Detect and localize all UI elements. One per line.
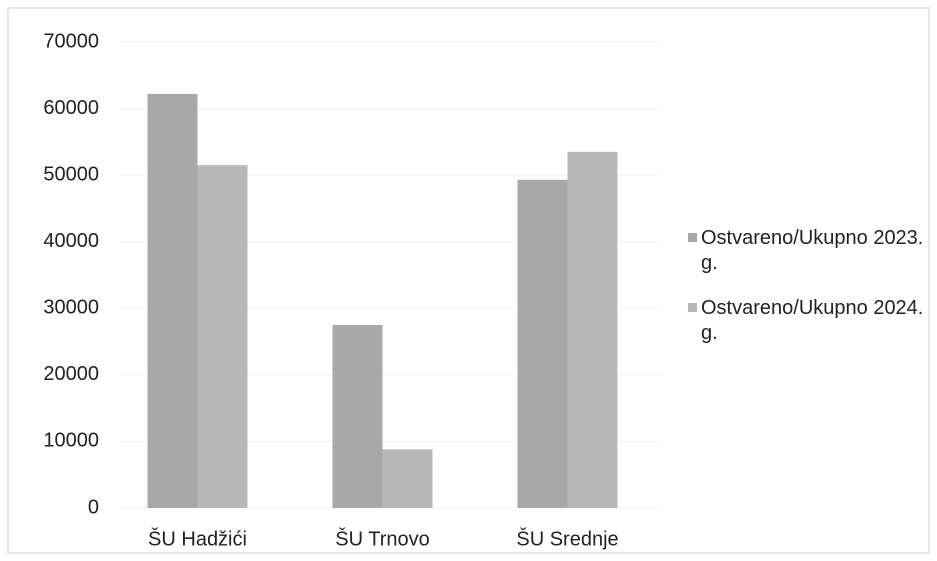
legend-swatch bbox=[688, 303, 697, 312]
y-tick-label: 20000 bbox=[43, 363, 99, 385]
legend-item: Ostvareno/Ukupno 2023. g. bbox=[688, 226, 933, 276]
legend-item: Ostvareno/Ukupno 2024. g. bbox=[688, 296, 933, 346]
bar bbox=[147, 93, 198, 508]
x-tick-label: ŠU Srednje bbox=[516, 527, 618, 550]
bar bbox=[332, 324, 383, 508]
y-tick-label: 50000 bbox=[43, 163, 99, 185]
legend-label: Ostvareno/Ukupno 2023. g. bbox=[701, 227, 924, 274]
y-tick-label: 10000 bbox=[43, 430, 99, 452]
y-tick-label: 40000 bbox=[43, 230, 99, 252]
y-tick-label: 0 bbox=[88, 496, 99, 518]
legend-swatch bbox=[688, 233, 697, 242]
y-tick-label: 30000 bbox=[43, 297, 99, 319]
bar bbox=[382, 449, 433, 508]
bar bbox=[567, 151, 618, 509]
bar bbox=[517, 179, 568, 508]
x-tick-label: ŠU Hadžići bbox=[148, 527, 247, 550]
legend-label: Ostvareno/Ukupno 2024. g. bbox=[701, 297, 924, 344]
bar bbox=[197, 165, 248, 508]
x-tick-label: ŠU Trnovo bbox=[335, 527, 429, 550]
y-tick-label: 70000 bbox=[43, 30, 99, 52]
chart-frame bbox=[7, 7, 930, 554]
y-tick-label: 60000 bbox=[43, 97, 99, 119]
